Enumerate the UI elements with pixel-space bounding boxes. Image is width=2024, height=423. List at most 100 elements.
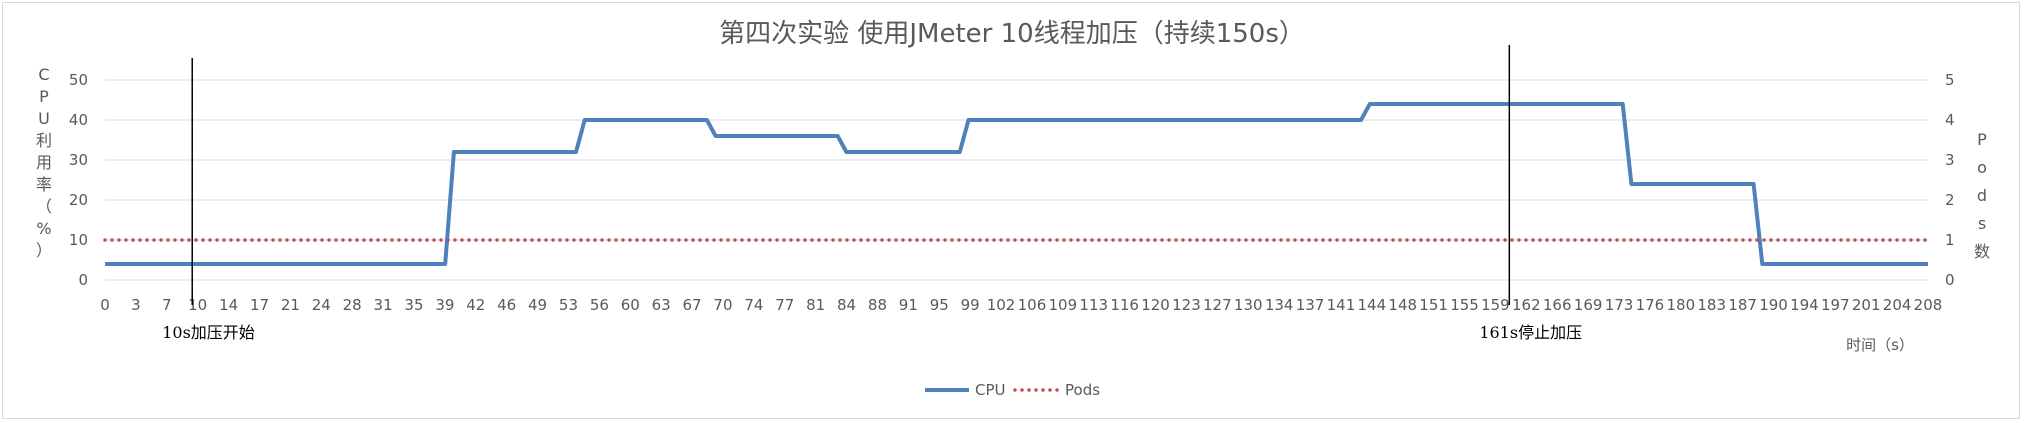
x-tick-label: 88 bbox=[868, 296, 887, 314]
x-tick-label: 81 bbox=[806, 296, 825, 314]
x-tick-label: 194 bbox=[1790, 296, 1819, 314]
x-tick-label: 39 bbox=[435, 296, 454, 314]
x-tick-label: 70 bbox=[713, 296, 732, 314]
y-label-char: ） bbox=[36, 241, 52, 260]
y2-tick-label: 4 bbox=[1945, 111, 1955, 129]
y-label-char: （ bbox=[36, 197, 52, 216]
x-tick-label: 155 bbox=[1450, 296, 1479, 314]
y2-label-char: s bbox=[1978, 214, 1986, 233]
x-tick-label: 10 bbox=[188, 296, 207, 314]
x-tick-label: 201 bbox=[1852, 296, 1881, 314]
x-tick-label: 95 bbox=[930, 296, 949, 314]
y2-tick-label: 0 bbox=[1945, 271, 1955, 289]
y-tick-label: 10 bbox=[69, 231, 88, 249]
y-axis-right-ticks: 0 1 2 3 4 5 bbox=[1945, 71, 1955, 289]
x-tick-label: 109 bbox=[1049, 296, 1078, 314]
x-tick-label: 130 bbox=[1234, 296, 1263, 314]
x-tick-label: 162 bbox=[1512, 296, 1541, 314]
y-label-char: P bbox=[39, 87, 49, 106]
y-label-char: 利 bbox=[36, 131, 52, 150]
x-tick-label: 148 bbox=[1388, 296, 1417, 314]
x-tick-label: 197 bbox=[1821, 296, 1850, 314]
y-label-char: U bbox=[38, 109, 50, 128]
x-tick-label: 127 bbox=[1203, 296, 1232, 314]
legend-label-pods: Pods bbox=[1065, 381, 1100, 399]
x-tick-label: 141 bbox=[1327, 296, 1356, 314]
y-tick-label: 0 bbox=[78, 271, 88, 289]
annotations: 10s加压开始 161s停止加压 bbox=[162, 45, 1582, 342]
x-tick-label: 3 bbox=[131, 296, 141, 314]
y2-tick-label: 2 bbox=[1945, 191, 1955, 209]
x-tick-label: 77 bbox=[775, 296, 794, 314]
x-tick-label: 113 bbox=[1079, 296, 1108, 314]
x-tick-label: 31 bbox=[374, 296, 393, 314]
x-tick-label: 173 bbox=[1605, 296, 1634, 314]
x-tick-label: 204 bbox=[1883, 296, 1912, 314]
x-tick-label: 46 bbox=[497, 296, 516, 314]
gridlines bbox=[105, 79, 1928, 281]
x-tick-label: 28 bbox=[343, 296, 362, 314]
x-tick-label: 84 bbox=[837, 296, 856, 314]
chart-title: 第四次实验 使用JMeter 10线程加压（持续150s） bbox=[719, 19, 1305, 49]
y-tick-label: 40 bbox=[69, 111, 88, 129]
x-axis-ticks: 0 3 7 10 14 17 21 24 28 31 35 39 42 46 49 53 56 60 63 67 70 7… bbox=[100, 296, 1942, 314]
y-tick-label: 30 bbox=[69, 151, 88, 169]
legend: CPU Pods bbox=[925, 381, 1100, 399]
x-tick-label: 35 bbox=[404, 296, 423, 314]
x-tick-label: 123 bbox=[1172, 296, 1201, 314]
x-tick-label: 24 bbox=[312, 296, 331, 314]
x-tick-label: 49 bbox=[528, 296, 547, 314]
y-tick-label: 50 bbox=[69, 71, 88, 89]
y-label-char: 率 bbox=[36, 175, 52, 194]
x-tick-label: 106 bbox=[1018, 296, 1047, 314]
x-tick-label: 67 bbox=[683, 296, 702, 314]
x-tick-label: 159 bbox=[1481, 296, 1510, 314]
x-tick-label: 169 bbox=[1574, 296, 1603, 314]
x-tick-label: 176 bbox=[1636, 296, 1665, 314]
annotation-label: 161s停止加压 bbox=[1479, 323, 1582, 342]
x-tick-label: 17 bbox=[250, 296, 269, 314]
x-tick-label: 53 bbox=[559, 296, 578, 314]
legend-label-cpu: CPU bbox=[975, 381, 1006, 399]
x-tick-label: 102 bbox=[987, 296, 1016, 314]
y-label-char: 用 bbox=[36, 153, 52, 172]
x-tick-label: 120 bbox=[1141, 296, 1170, 314]
x-tick-label: 91 bbox=[899, 296, 918, 314]
y2-label-char: o bbox=[1977, 158, 1987, 177]
x-tick-label: 166 bbox=[1543, 296, 1572, 314]
x-tick-label: 74 bbox=[744, 296, 763, 314]
x-tick-label: 180 bbox=[1666, 296, 1695, 314]
y-label-char: C bbox=[38, 65, 49, 84]
y-label-char: % bbox=[36, 219, 51, 238]
x-tick-label: 42 bbox=[466, 296, 485, 314]
x-axis-label: 时间（s） bbox=[1846, 336, 1914, 354]
y2-tick-label: 5 bbox=[1945, 71, 1955, 89]
x-tick-label: 187 bbox=[1728, 296, 1757, 314]
x-tick-label: 14 bbox=[219, 296, 238, 314]
x-tick-label: 21 bbox=[281, 296, 300, 314]
y2-label-char: 数 bbox=[1974, 242, 1990, 261]
y2-label-char: P bbox=[1977, 130, 1987, 149]
x-tick-label: 99 bbox=[961, 296, 980, 314]
x-tick-label: 183 bbox=[1697, 296, 1726, 314]
x-tick-label: 116 bbox=[1110, 296, 1139, 314]
x-tick-label: 56 bbox=[590, 296, 609, 314]
series-line-cpu bbox=[105, 102, 1928, 266]
x-tick-label: 190 bbox=[1759, 296, 1788, 314]
y-axis-left-ticks: 0 10 20 30 40 50 bbox=[69, 71, 88, 289]
y2-label-char: d bbox=[1977, 186, 1987, 205]
x-tick-label: 134 bbox=[1265, 296, 1294, 314]
y2-tick-label: 3 bbox=[1945, 151, 1955, 169]
x-tick-label: 137 bbox=[1296, 296, 1325, 314]
y-tick-label: 20 bbox=[69, 191, 88, 209]
annotation-label: 10s加压开始 bbox=[162, 323, 255, 342]
x-tick-label: 144 bbox=[1358, 296, 1387, 314]
x-tick-label: 7 bbox=[162, 296, 172, 314]
x-tick-label: 60 bbox=[621, 296, 640, 314]
y2-tick-label: 1 bbox=[1945, 231, 1955, 249]
x-tick-label: 63 bbox=[652, 296, 671, 314]
